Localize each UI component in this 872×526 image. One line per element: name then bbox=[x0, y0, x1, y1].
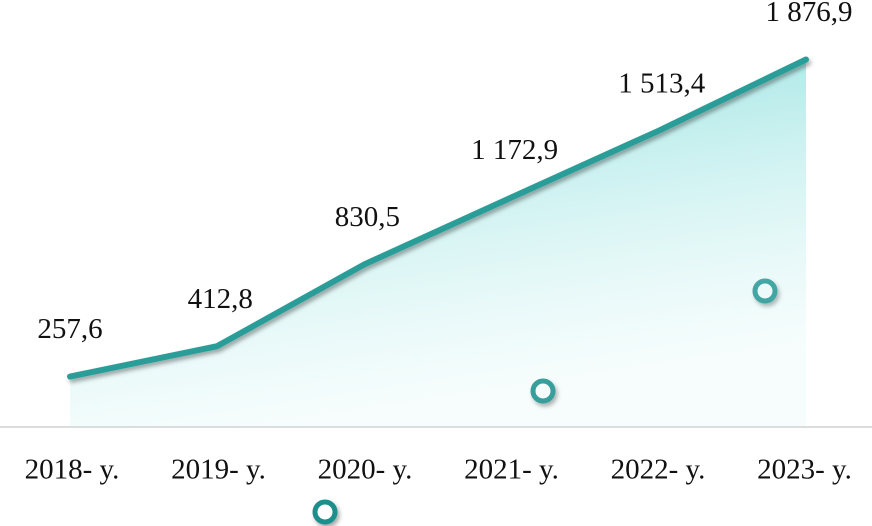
line bbox=[67, 56, 809, 380]
x-tick-label: 2022- y. bbox=[611, 454, 706, 486]
data-label: 1 513,4 bbox=[618, 67, 706, 99]
area bbox=[70, 59, 806, 427]
data-label: 830,5 bbox=[335, 201, 400, 233]
data-label: 412,8 bbox=[188, 283, 253, 315]
data-label: 257,6 bbox=[37, 313, 102, 345]
x-tick-label: 2020- y. bbox=[318, 454, 413, 486]
data-label: 1 876,9 bbox=[766, 0, 853, 28]
x-tick-label: 2018- y. bbox=[25, 454, 120, 486]
x-tick-label: 2019- y. bbox=[171, 454, 266, 486]
decor-circle bbox=[312, 499, 338, 525]
x-tick-label: 2023- y. bbox=[757, 454, 852, 486]
x-tick-label: 2021- y. bbox=[464, 454, 559, 486]
data-label: 1 172,9 bbox=[471, 134, 558, 166]
